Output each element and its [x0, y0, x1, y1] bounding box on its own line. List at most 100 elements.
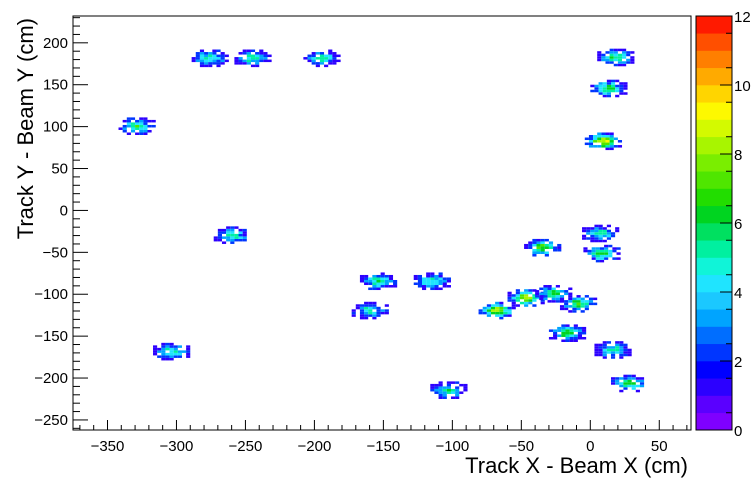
heatmap-cell [582, 234, 587, 238]
heatmap-cell [590, 84, 595, 88]
heatmap-cell [613, 51, 618, 54]
heatmap-cell [380, 274, 385, 278]
heatmap-cell [490, 309, 496, 312]
heatmap-cell [572, 305, 577, 308]
heatmap-cell [548, 329, 554, 332]
heatmap-cell [434, 279, 439, 283]
heatmap-cell [332, 62, 337, 65]
heatmap-cell [594, 227, 599, 230]
heatmap-cell [503, 306, 508, 310]
heatmap-cell [482, 306, 487, 310]
heatmap-cell [161, 357, 166, 361]
heatmap-cell [577, 334, 583, 337]
heatmap-cell [610, 377, 616, 380]
heatmap-cell [587, 252, 592, 255]
heatmap-cell [524, 289, 529, 292]
heatmap-cell [568, 295, 573, 298]
heatmap-cell [598, 343, 603, 347]
heatmap-cell [359, 274, 365, 278]
heatmap-cell [626, 58, 631, 62]
heatmap-cell [599, 259, 605, 263]
heatmap-cell [417, 279, 423, 283]
heatmap-cell [594, 239, 599, 243]
heatmap-cell [622, 51, 627, 54]
heatmap-cell [234, 236, 239, 239]
colorbar-tick-label: 6 [734, 216, 742, 233]
heatmap-cell [635, 379, 640, 383]
heatmap-cell [380, 311, 385, 315]
heatmap-cell [594, 343, 599, 347]
heatmap-cell [564, 302, 569, 306]
heatmap-cell [515, 299, 520, 302]
heatmap-cell [242, 52, 247, 55]
heatmap-cell [576, 302, 581, 306]
heatmap-cell [615, 79, 620, 83]
heatmap-cell [259, 59, 264, 63]
heatmap-cell [630, 51, 635, 54]
heatmap-cell [157, 350, 162, 353]
heatmap-cell [610, 79, 616, 83]
heatmap-cell [605, 140, 610, 143]
heatmap-cell [557, 326, 562, 330]
heatmap-cell [610, 84, 616, 88]
heatmap-cell [224, 59, 229, 63]
heatmap-cell [507, 299, 512, 302]
heatmap-cell [495, 309, 500, 312]
x-tick-label: −300 [160, 438, 194, 455]
heatmap-cell [438, 277, 443, 280]
heatmap-cell [499, 309, 504, 312]
heatmap-cell [612, 249, 617, 253]
heatmap-cell [177, 345, 182, 348]
heatmap-cell [608, 249, 613, 253]
heatmap-cell [609, 51, 614, 54]
cluster-10 [430, 381, 468, 399]
heatmap-cell [495, 301, 500, 305]
heatmap-cell [619, 377, 624, 380]
heatmap-cell [238, 52, 243, 55]
heatmap-cell [230, 238, 235, 242]
heatmap-cell [199, 54, 205, 58]
heatmap-cell [450, 381, 456, 384]
heatmap-cell [147, 129, 152, 133]
heatmap-cell [303, 57, 308, 60]
heatmap-cell [597, 56, 602, 59]
heatmap-cell [528, 299, 533, 302]
heatmap-cell [602, 234, 607, 238]
heatmap-cell [364, 311, 369, 315]
heatmap-cell [507, 291, 512, 295]
heatmap-cell [426, 272, 431, 275]
heatmap-cell [157, 347, 162, 351]
heatmap-cell [368, 301, 373, 305]
colorbar-bin [696, 85, 732, 103]
heatmap-cell [639, 384, 645, 388]
heatmap-cell [380, 279, 385, 283]
heatmap-cell [619, 343, 624, 347]
heatmap-cell [434, 274, 439, 278]
heatmap-cell [519, 296, 525, 300]
heatmap-cell [591, 252, 596, 255]
heatmap-cell [319, 52, 325, 55]
heatmap-cell [186, 347, 191, 351]
heatmap-cell [561, 339, 566, 342]
heatmap-cell [434, 282, 439, 286]
heatmap-cell [212, 62, 217, 65]
heatmap-cell [422, 287, 427, 291]
heatmap-cell [503, 311, 508, 315]
heatmap-cell [181, 350, 187, 353]
heatmap-cell [615, 351, 620, 354]
heatmap-cell [573, 324, 578, 327]
heatmap-cell [606, 232, 611, 235]
y-tick-label: −250 [34, 412, 68, 429]
heatmap-cell [157, 355, 162, 358]
heatmap-cell [442, 279, 447, 283]
heatmap-cell [543, 290, 548, 293]
heatmap-cell [627, 351, 632, 354]
heatmap-cell [177, 352, 182, 356]
heatmap-cell [165, 342, 170, 346]
heatmap-cell [426, 274, 431, 278]
heatmap-cell [221, 241, 227, 244]
heatmap-cell [169, 345, 174, 348]
heatmap-cell [602, 82, 607, 85]
heatmap-cell [446, 279, 451, 283]
heatmap-cell [478, 311, 483, 315]
